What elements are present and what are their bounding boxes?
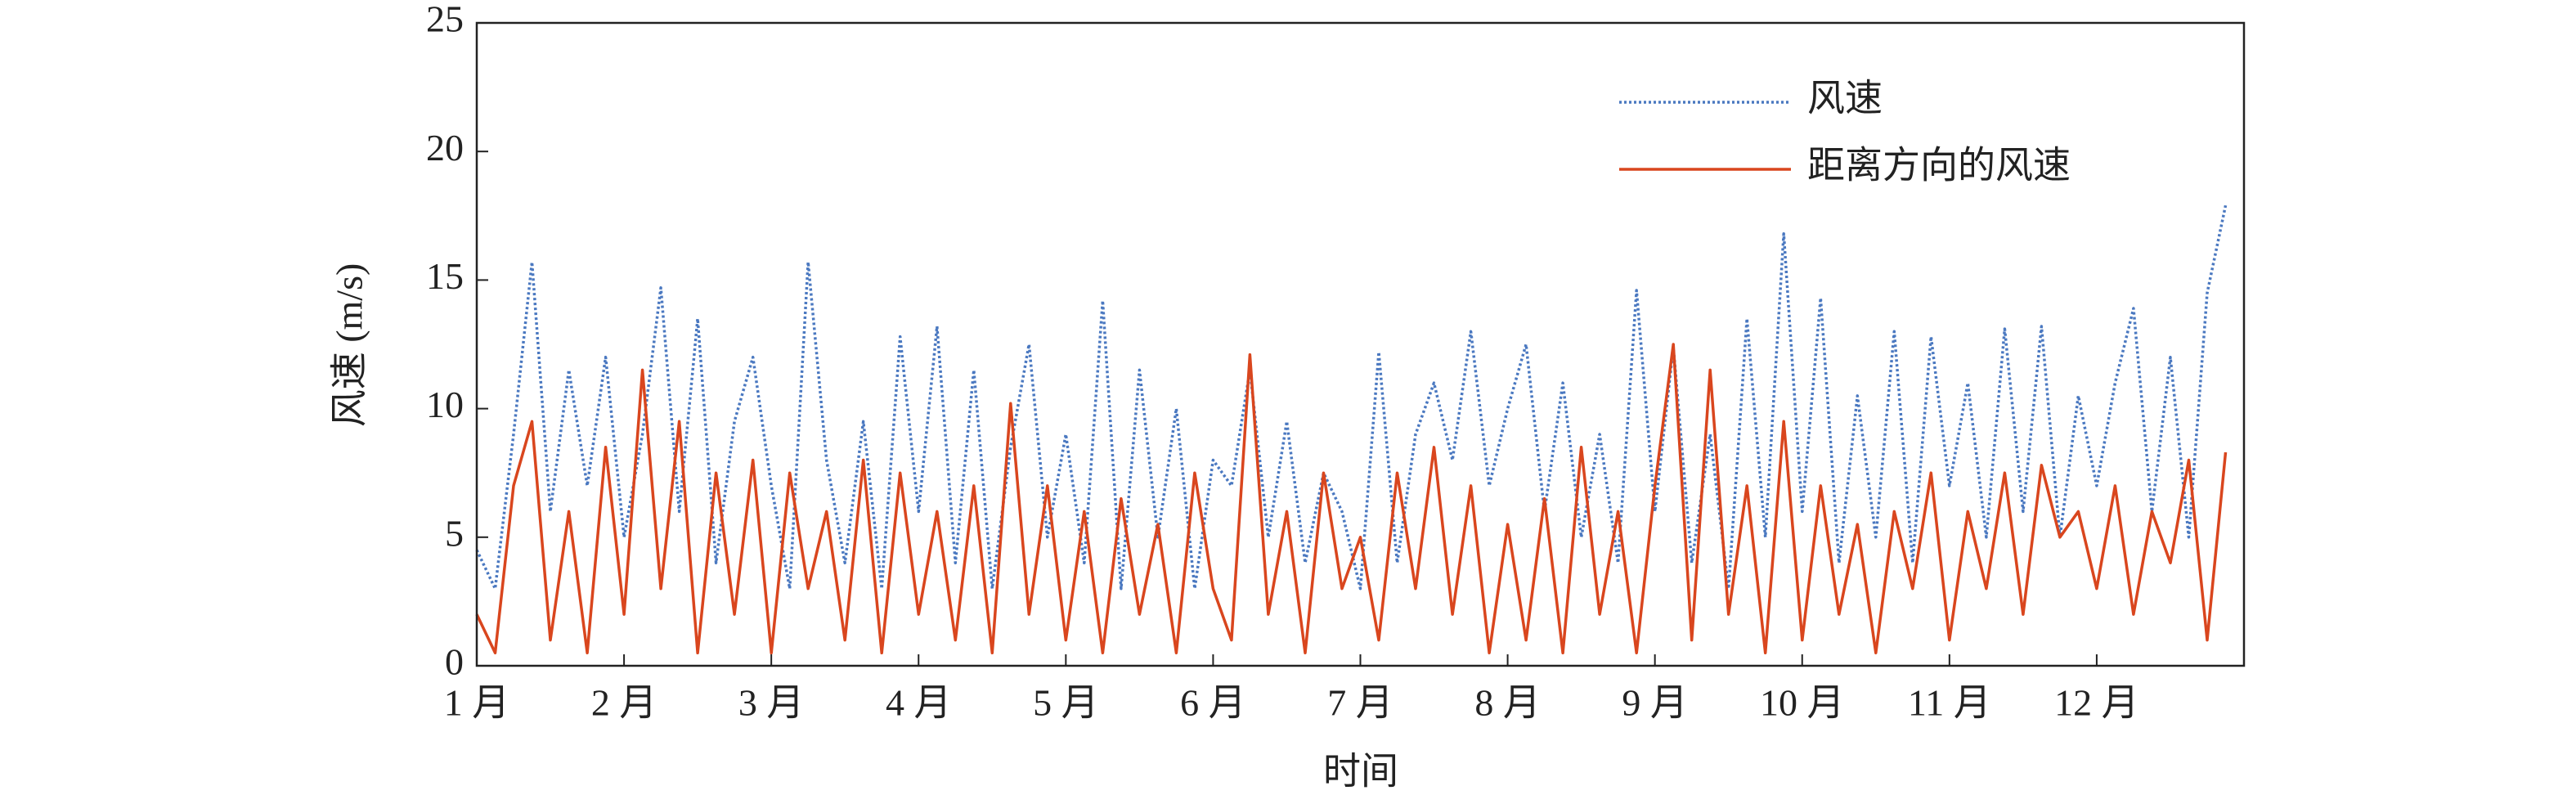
y-tick-label: 5 — [445, 512, 464, 554]
x-tick-label: 5 月 — [1033, 682, 1099, 724]
y-tick-label: 25 — [426, 0, 464, 40]
x-tick-label: 9 月 — [1622, 682, 1688, 724]
x-tick-label: 10 月 — [1760, 682, 1845, 724]
y-axis-label: 风速 (m/s) — [329, 263, 370, 428]
plot-frame — [475, 21, 2246, 667]
x-tick-label: 4 月 — [886, 682, 952, 724]
data-line — [475, 204, 2228, 591]
x-tick-label: 7 月 — [1327, 682, 1393, 724]
y-tick-label: 0 — [445, 641, 464, 683]
y-tick-label: 15 — [426, 255, 464, 297]
x-tick-label: 2 月 — [591, 682, 657, 724]
data-line — [475, 343, 2228, 655]
x-axis-label: 时间 — [1323, 751, 1398, 793]
x-tick-label: 6 月 — [1180, 682, 1246, 724]
x-tick-label: 1 月 — [444, 682, 510, 724]
x-tick-label: 3 月 — [738, 682, 805, 724]
y-tick-label: 20 — [426, 127, 464, 168]
x-tick-label: 12 月 — [2054, 682, 2139, 724]
x-tick-label: 8 月 — [1474, 682, 1541, 724]
y-tick-label: 10 — [426, 384, 464, 425]
legend-label: 风速 — [1807, 78, 1883, 119]
legend-label: 距离方向的风速 — [1807, 145, 2071, 186]
x-tick-label: 11 月 — [1908, 682, 1991, 724]
